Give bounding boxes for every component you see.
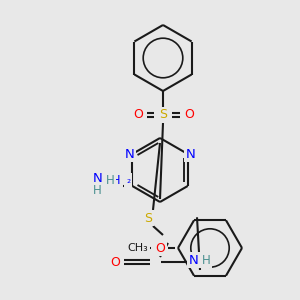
Text: O: O <box>110 256 120 268</box>
Text: ₂: ₂ <box>126 175 130 185</box>
Text: H: H <box>106 175 115 188</box>
Text: S: S <box>159 109 167 122</box>
Text: N: N <box>124 148 134 160</box>
Text: S: S <box>144 212 152 224</box>
Text: H: H <box>202 254 210 266</box>
Text: O: O <box>184 109 194 122</box>
Text: N: N <box>92 172 102 184</box>
Text: O: O <box>133 109 143 122</box>
Text: H: H <box>93 184 102 197</box>
Text: N: N <box>189 254 199 266</box>
Text: O: O <box>155 242 165 254</box>
Text: CH₃: CH₃ <box>128 243 148 253</box>
Text: N: N <box>186 148 196 160</box>
Text: NH: NH <box>103 173 121 187</box>
